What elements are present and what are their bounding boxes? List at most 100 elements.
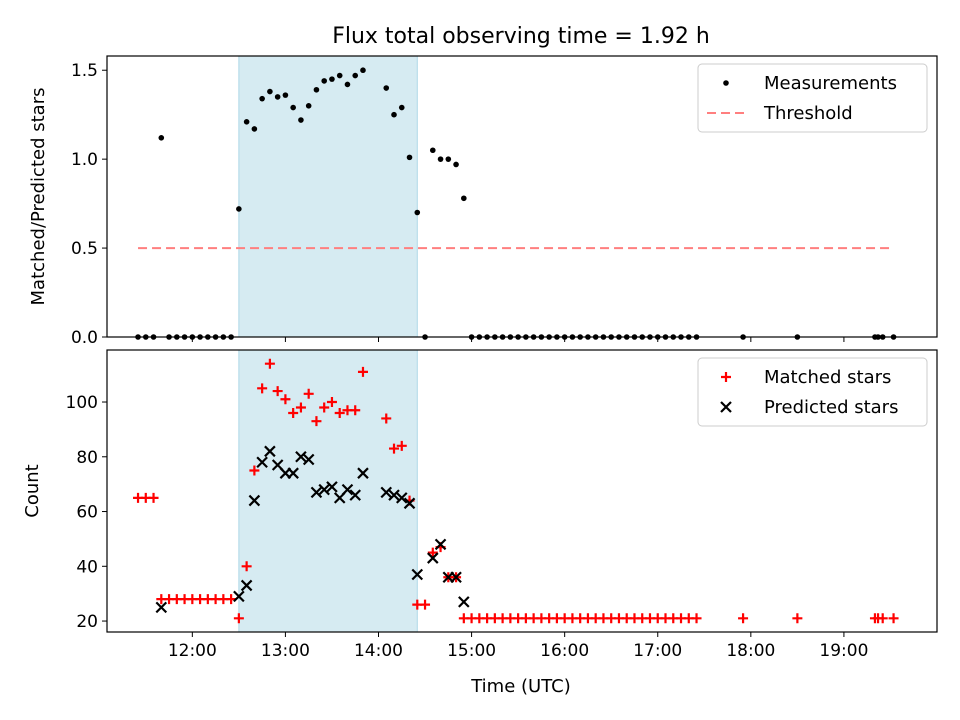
- x-tick-label: 12:00: [168, 641, 217, 661]
- data-point: [226, 594, 237, 605]
- data-point: [240, 579, 253, 592]
- data-point: [738, 613, 749, 624]
- data-point: [251, 126, 258, 132]
- x-tick-label: 13:00: [261, 641, 310, 661]
- data-point: [313, 86, 320, 93]
- data-point: [391, 111, 397, 118]
- y-tick-label: 80: [76, 448, 98, 468]
- data-point: [403, 497, 416, 510]
- data-point: [148, 492, 159, 503]
- data-point: [396, 440, 407, 451]
- data-point: [388, 489, 400, 501]
- data-point: [326, 481, 338, 493]
- x-tick-label: 18:00: [726, 641, 775, 661]
- legend: Matched stars Predicted stars: [697, 357, 928, 427]
- data-point: [334, 407, 345, 418]
- legend-label: Measurements: [764, 73, 897, 94]
- data-point: [336, 72, 343, 79]
- data-point: [380, 486, 393, 499]
- y-axis-label: Matched/Predicted stars: [28, 88, 49, 306]
- data-point: [450, 571, 462, 584]
- data-point: [264, 358, 275, 369]
- data-point: [233, 613, 244, 624]
- data-point: [272, 386, 283, 397]
- data-point: [792, 613, 803, 624]
- data-point: [236, 206, 242, 212]
- count-panel: 20 40 60 80 100 12:00 13:00 14:00 15:00 16:00 17:0…: [22, 349, 938, 661]
- data-point: [310, 486, 323, 499]
- data-point: [420, 599, 431, 610]
- figure-title: Flux total observing time = 1.92 h: [332, 24, 710, 49]
- axes-frame: [106, 55, 938, 338]
- data-point: [158, 135, 165, 141]
- data-point: [453, 161, 459, 168]
- y-tick-label: 40: [76, 557, 98, 577]
- data-point: [341, 483, 354, 496]
- data-point: [360, 67, 366, 74]
- x-tick-label: 14:00: [354, 641, 403, 661]
- data-point: [427, 552, 439, 564]
- data-point: [311, 416, 322, 427]
- data-point: [267, 88, 273, 95]
- data-point: [259, 95, 265, 102]
- data-point: [461, 195, 467, 202]
- data-point: [434, 538, 447, 551]
- legend-swatch: [720, 401, 732, 413]
- data-point: [243, 119, 250, 125]
- legend-swatch: [721, 372, 731, 382]
- legend-label: Threshold: [763, 103, 853, 124]
- data-point: [381, 413, 392, 424]
- data-point: [241, 561, 252, 572]
- data-point: [256, 456, 268, 469]
- ratio-panel: 0.0 0.5 1.0 1.5 Matched/Predicted stars Measu…: [28, 55, 938, 348]
- data-point: [321, 78, 327, 84]
- data-point: [389, 443, 400, 454]
- data-point: [406, 154, 413, 161]
- legend-label: Matched stars: [764, 367, 891, 388]
- legend: Measurements Threshold: [697, 63, 928, 133]
- data-point: [414, 209, 421, 216]
- y-tick-label: 0.5: [71, 239, 98, 259]
- data-point: [445, 156, 452, 162]
- y-tick-label: 1.5: [71, 61, 98, 81]
- data-point: [458, 596, 470, 608]
- data-point: [395, 492, 408, 504]
- y-tick-label: 0.0: [71, 328, 98, 348]
- data-point: [290, 104, 296, 111]
- data-point: [427, 547, 438, 558]
- data-point: [357, 366, 368, 377]
- x-tick-label: 16:00: [540, 641, 589, 661]
- data-point: [329, 76, 335, 82]
- data-point: [295, 402, 306, 413]
- data-point: [691, 613, 702, 624]
- data-point: [264, 445, 276, 458]
- x-tick-label: 15:00: [447, 641, 496, 661]
- axes-frame: [106, 349, 938, 633]
- legend-label: Predicted stars: [764, 397, 898, 418]
- series-predicted-stars: [155, 445, 470, 614]
- y-axis-label: Count: [22, 464, 43, 517]
- x-axis-label: Time (UTC): [470, 676, 571, 697]
- y-tick-label: 60: [76, 503, 98, 523]
- data-point: [326, 397, 337, 408]
- y-tick-label: 100: [66, 393, 98, 413]
- data-point: [302, 453, 315, 466]
- x-tick-label: 17:00: [633, 641, 682, 661]
- data-point: [288, 407, 299, 418]
- series-measurements: [135, 67, 897, 340]
- data-point: [280, 394, 291, 405]
- data-point: [437, 156, 444, 162]
- data-point: [233, 590, 245, 603]
- data-point: [888, 613, 899, 624]
- shaded-interval: [238, 55, 418, 338]
- data-point: [274, 94, 281, 100]
- data-point: [298, 117, 304, 123]
- data-point: [287, 467, 299, 479]
- data-point: [429, 147, 436, 154]
- data-point: [344, 81, 351, 88]
- data-point: [303, 388, 314, 399]
- data-point: [877, 613, 888, 624]
- legend-swatch: [723, 80, 729, 86]
- data-point: [357, 467, 369, 479]
